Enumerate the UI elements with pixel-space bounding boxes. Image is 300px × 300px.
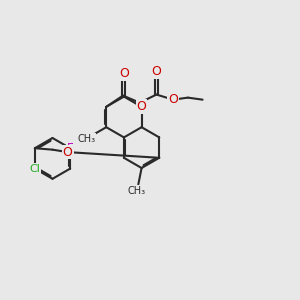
Text: O: O <box>168 93 178 106</box>
Text: CH₃: CH₃ <box>128 186 146 196</box>
Text: O: O <box>137 100 146 113</box>
Text: CH₃: CH₃ <box>77 134 95 144</box>
Text: O: O <box>152 65 161 78</box>
Text: Cl: Cl <box>29 164 40 174</box>
Text: F: F <box>67 142 74 155</box>
Text: O: O <box>62 146 72 159</box>
Text: O: O <box>119 67 129 80</box>
